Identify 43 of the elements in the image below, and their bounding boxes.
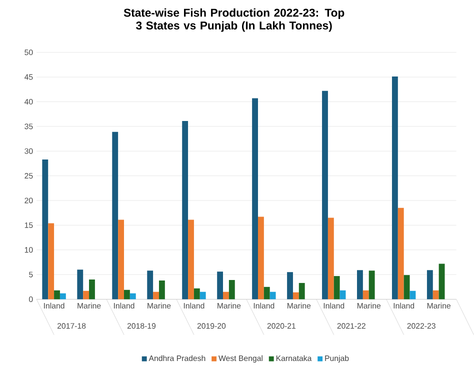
bar <box>362 290 369 300</box>
bar <box>48 223 54 300</box>
bar <box>83 290 90 300</box>
bar <box>264 286 270 300</box>
bar <box>410 290 416 300</box>
bar <box>368 270 375 300</box>
bar <box>392 76 398 300</box>
bar <box>298 282 305 300</box>
bar <box>42 159 48 300</box>
bar <box>60 293 66 300</box>
bar <box>182 120 188 300</box>
bar <box>217 271 224 300</box>
bar <box>188 220 194 300</box>
bar <box>112 132 118 300</box>
bar <box>153 292 159 300</box>
bar <box>194 288 200 300</box>
bar <box>340 290 346 300</box>
bar <box>252 98 258 300</box>
bar <box>54 290 60 300</box>
bar <box>426 270 433 300</box>
chart-title: State-wise Fish Production 2022-23: Top 3 States vs Punjab (In Lakh Tonnes) <box>124 8 344 32</box>
bar <box>228 280 235 300</box>
bar <box>89 279 95 300</box>
bar <box>398 208 404 300</box>
bar <box>124 290 130 300</box>
bar <box>118 220 124 300</box>
bar <box>200 292 206 300</box>
bar <box>328 218 334 300</box>
bar <box>357 270 363 300</box>
bar <box>292 292 299 300</box>
bar <box>334 276 340 300</box>
bar <box>322 90 328 300</box>
bar <box>287 272 293 300</box>
bar <box>258 216 264 300</box>
bar <box>223 292 229 300</box>
bar <box>438 264 445 300</box>
bar <box>77 269 84 300</box>
bar <box>270 292 276 300</box>
bar <box>130 293 136 300</box>
bar <box>432 290 439 300</box>
bar <box>404 274 410 300</box>
bar <box>147 270 154 300</box>
bar <box>158 280 165 300</box>
